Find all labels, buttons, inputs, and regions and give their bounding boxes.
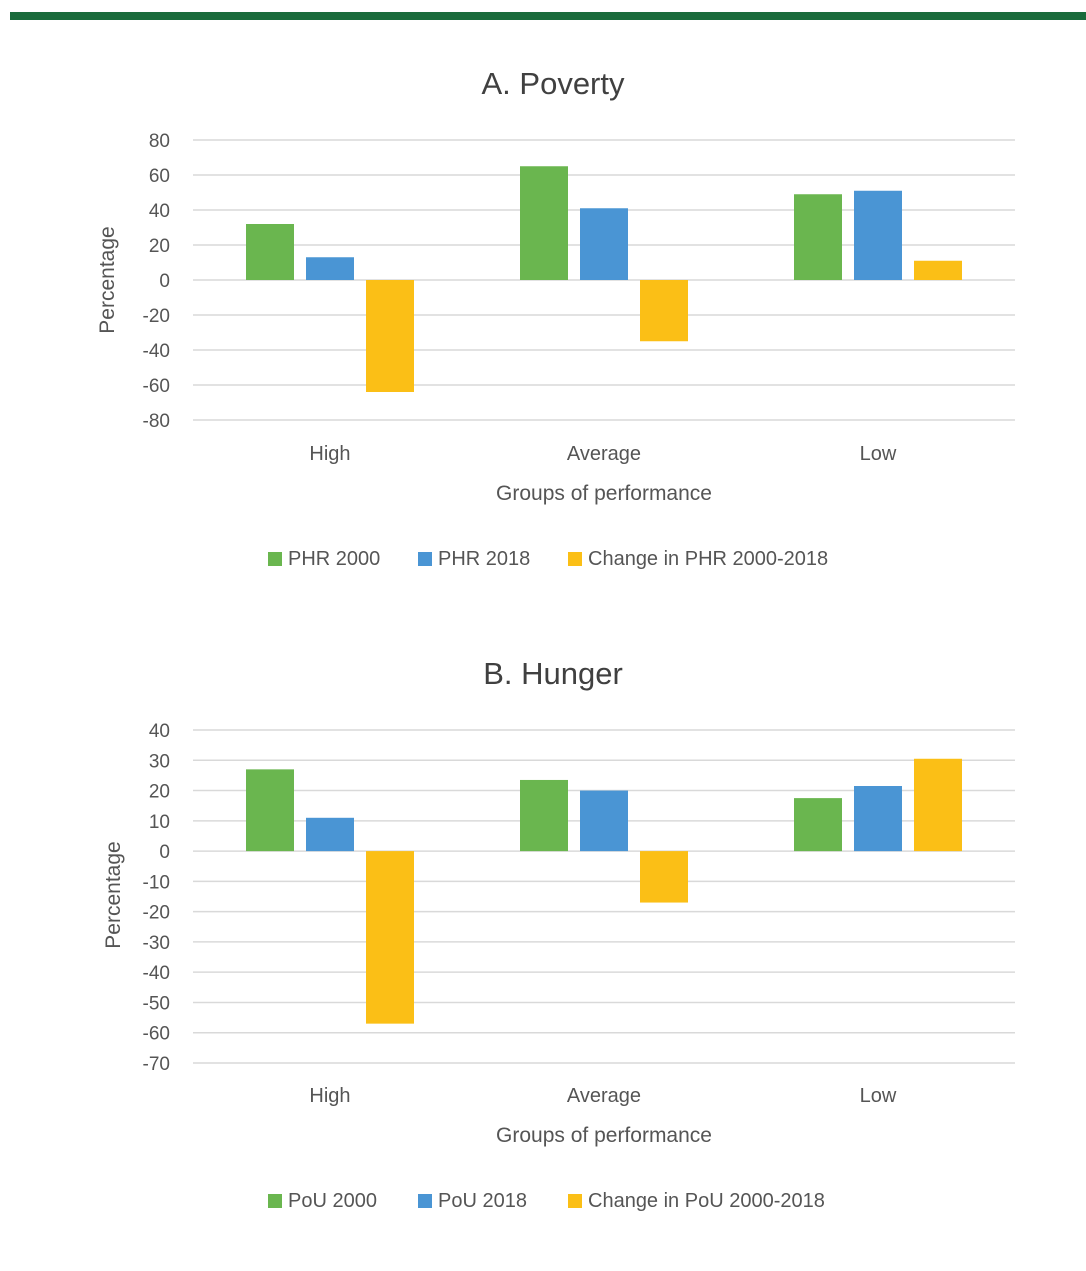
x-category-label: Low	[860, 1085, 897, 1107]
y-axis-title: Percentage	[102, 841, 125, 948]
legend-swatch-series-3	[568, 552, 582, 566]
y-tick-label: -40	[143, 963, 170, 984]
bar-high-series-1	[246, 769, 294, 852]
x-category-label: High	[309, 1085, 350, 1107]
y-tick-label: 20	[149, 236, 170, 257]
bar-high-series-2	[306, 817, 354, 852]
x-category-label: Average	[567, 1085, 641, 1107]
chart-title: B. Hunger	[483, 656, 623, 691]
legend-label: PHR 2000	[288, 548, 380, 570]
bar-high-series-1	[246, 224, 294, 280]
y-tick-label: -60	[143, 1024, 170, 1045]
bar-low-series-1	[794, 194, 842, 280]
bar-high-series-3	[366, 280, 414, 392]
y-axis-title: Percentage	[96, 226, 119, 333]
y-tick-label: -70	[143, 1054, 170, 1075]
y-tick-label: -20	[143, 306, 170, 327]
bar-low-series-2	[854, 190, 902, 280]
legend-swatch-series-2	[418, 1194, 432, 1208]
y-tick-label: 80	[149, 131, 170, 152]
legend-label: Change in PHR 2000-2018	[588, 548, 828, 570]
y-tick-label: -40	[143, 341, 170, 362]
bar-low-series-2	[854, 786, 902, 852]
y-tick-label: 0	[159, 842, 170, 863]
bar-low-series-3	[914, 260, 962, 280]
legend-swatch-series-1	[268, 1194, 282, 1208]
y-tick-label: -60	[143, 376, 170, 397]
y-tick-label: -30	[143, 933, 170, 954]
chart-title: A. Poverty	[482, 66, 625, 101]
bar-low-series-1	[794, 798, 842, 852]
x-axis-title: Groups of performance	[496, 482, 712, 505]
legend-label: PHR 2018	[438, 548, 530, 570]
bar-average-series-3	[640, 280, 688, 342]
legend-swatch-series-2	[418, 552, 432, 566]
legend-label: PoU 2018	[438, 1190, 527, 1212]
y-tick-label: 0	[159, 271, 170, 292]
hunger-chart-panel: B. Hunger 40 30 20 10 0 -10 -20 -30 -40 -50 -60 -70 H…	[0, 630, 1086, 1250]
y-tick-label: -20	[143, 903, 170, 924]
legend-label: PoU 2000	[288, 1190, 377, 1212]
bar-high-series-2	[306, 257, 354, 280]
bar-average-series-1	[520, 779, 568, 852]
bar-average-series-3	[640, 851, 688, 903]
legend-swatch-series-1	[268, 552, 282, 566]
y-tick-label: 10	[149, 812, 170, 833]
poverty-chart: A. Poverty 80 60 40 20 0 -20 -40 -60 -80 High Avera…	[96, 66, 1015, 570]
legend-label: Change in PoU 2000-2018	[588, 1190, 825, 1212]
poverty-chart-panel: A. Poverty 80 60 40 20 0 -20 -40 -60 -80 High Avera…	[0, 40, 1086, 620]
x-category-label: Average	[567, 443, 641, 465]
bar-average-series-2	[580, 208, 628, 280]
y-tick-label: 40	[149, 201, 170, 222]
y-tick-label: 60	[149, 166, 170, 187]
y-tick-label: 40	[149, 721, 170, 742]
hunger-chart: B. Hunger 40 30 20 10 0 -10 -20 -30 -40 -50 -60 -70 H…	[102, 656, 1015, 1212]
top-accent-bar	[10, 12, 1086, 20]
x-axis-title: Groups of performance	[496, 1124, 712, 1147]
bar-average-series-2	[580, 790, 628, 852]
x-category-label: Low	[860, 443, 897, 465]
x-category-label: High	[309, 443, 350, 465]
bar-average-series-1	[520, 166, 568, 280]
y-tick-label: -10	[143, 872, 170, 893]
bar-high-series-3	[366, 851, 414, 1024]
bar-low-series-3	[914, 758, 962, 852]
y-tick-label: 30	[149, 751, 170, 772]
legend-swatch-series-3	[568, 1194, 582, 1208]
y-tick-label: -50	[143, 993, 170, 1014]
y-tick-label: -80	[143, 411, 170, 432]
y-tick-label: 20	[149, 782, 170, 803]
